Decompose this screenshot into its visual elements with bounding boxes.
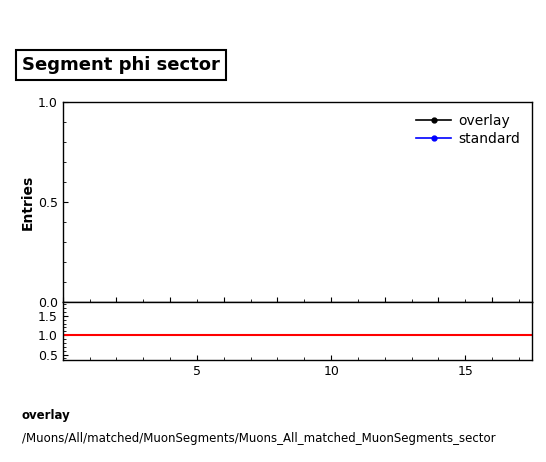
Text: overlay: overlay (22, 409, 70, 422)
Text: Segment phi sector: Segment phi sector (22, 56, 219, 74)
Legend: overlay, standard: overlay, standard (411, 109, 525, 152)
Y-axis label: Entries: Entries (21, 174, 35, 230)
Text: /Muons/All/matched/MuonSegments/Muons_All_matched_MuonSegments_sector: /Muons/All/matched/MuonSegments/Muons_Al… (22, 432, 495, 445)
